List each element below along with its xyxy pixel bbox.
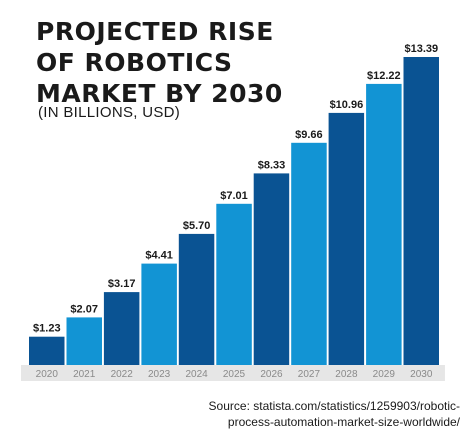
bar-2026 [253, 173, 290, 365]
x-tick-2020: 2020 [36, 369, 59, 380]
chart-title-line: PROJECTED RISE [36, 17, 274, 46]
bar-2029 [366, 83, 402, 366]
data-label-2029: $12.22 [367, 70, 401, 82]
bar-2021 [66, 317, 102, 365]
bar-2020 [29, 336, 65, 365]
bar-2023 [141, 263, 177, 365]
data-label-2027: $9.66 [295, 129, 323, 141]
chart-title-line: OF ROBOTICS [36, 48, 233, 77]
chart-title-line: MARKET BY 2030 [36, 79, 283, 108]
x-tick-2022: 2022 [111, 369, 134, 380]
bar-2028 [328, 112, 365, 366]
chart-subtitle: (IN BILLIONS, USD) [38, 104, 181, 121]
bar-2024 [178, 233, 215, 365]
x-tick-2029: 2029 [373, 369, 396, 380]
bar-2025 [216, 203, 252, 365]
x-tick-2023: 2023 [148, 369, 171, 380]
source-line: Source: statista.com/statistics/1259903/… [208, 399, 460, 413]
x-tick-2027: 2027 [298, 369, 321, 380]
data-label-2023: $4.41 [145, 250, 173, 262]
data-label-2022: $3.17 [108, 278, 136, 290]
x-tick-2026: 2026 [260, 369, 283, 380]
source-note: Source: statista.com/statistics/1259903/… [170, 398, 460, 430]
x-tick-2025: 2025 [223, 369, 246, 380]
data-label-2024: $5.70 [183, 220, 211, 232]
data-label-2030: $13.39 [404, 43, 438, 55]
bar-2022 [103, 292, 140, 365]
chart-title: PROJECTED RISE OF ROBOTICS MARKET BY 203… [36, 16, 336, 109]
x-tick-2024: 2024 [185, 369, 208, 380]
bar-2027 [291, 142, 327, 365]
x-axis-band [21, 365, 445, 381]
x-tick-2028: 2028 [335, 369, 358, 380]
data-label-2026: $8.33 [258, 159, 286, 171]
data-label-2021: $2.07 [70, 303, 98, 315]
data-label-2028: $10.96 [330, 99, 364, 111]
data-label-2020: $1.23 [33, 323, 61, 335]
x-tick-2021: 2021 [73, 369, 96, 380]
data-label-2025: $7.01 [220, 190, 248, 202]
bar-2030 [403, 57, 439, 365]
x-tick-2030: 2030 [410, 369, 433, 380]
source-line: process-automation-market-size-worldwide… [227, 415, 460, 429]
